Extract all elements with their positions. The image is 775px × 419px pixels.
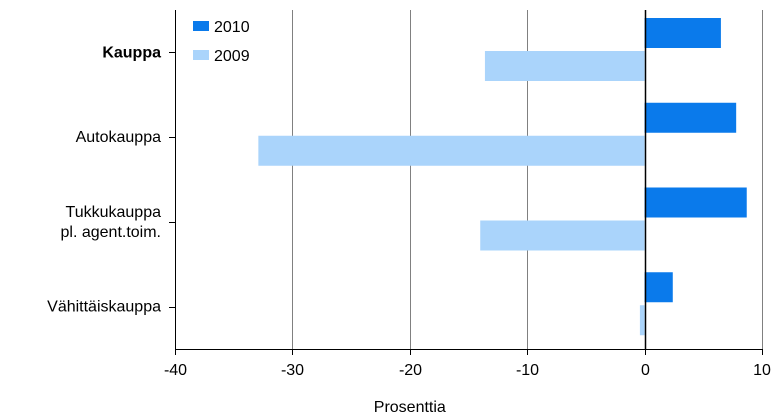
x-tick-labels: -40 -30 -20 -10 0 10	[164, 349, 771, 379]
legend-label: 2009	[214, 48, 250, 65]
bar-2010-2	[644, 187, 747, 218]
bar-2009-3	[639, 305, 645, 336]
x-tick-label: -40	[164, 362, 187, 379]
legend-label: 2010	[214, 19, 250, 36]
bar-2009-0	[484, 51, 645, 81]
category-label: Vähittäiskauppa	[47, 299, 161, 316]
x-axis-label: Prosenttia	[374, 399, 446, 416]
bars	[258, 18, 747, 336]
bar-2010-3	[644, 272, 673, 303]
x-tick-label: -20	[399, 362, 422, 379]
category-label: Kauppa	[102, 44, 161, 61]
category-labels: Kauppa Autokauppa Tukkukauppa pl. agent.toi…	[47, 44, 175, 316]
x-tick-label: 10	[753, 362, 771, 379]
legend-swatch-2010	[193, 21, 209, 31]
bar-2009-1	[258, 135, 645, 166]
bar-2010-0	[644, 18, 721, 48]
x-tick-label: -10	[516, 362, 539, 379]
legend: 2010 2009	[193, 19, 250, 65]
bar-2009-2	[480, 220, 645, 251]
category-label: Tukkukauppa pl. agent.toim.	[61, 204, 162, 241]
bar-2010-1	[644, 102, 737, 133]
category-label: Autokauppa	[76, 129, 162, 146]
axes	[175, 10, 762, 350]
x-tick-label: -30	[281, 362, 304, 379]
x-tick-label: 0	[641, 362, 650, 379]
legend-swatch-2009	[193, 50, 209, 60]
